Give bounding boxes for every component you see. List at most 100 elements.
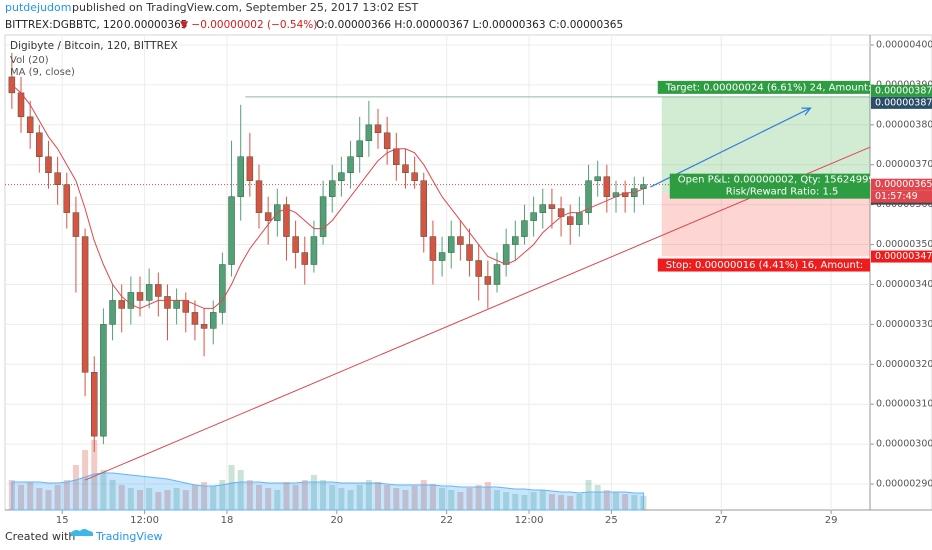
volume-bar: [539, 490, 546, 510]
candle-body: [530, 212, 537, 221]
volume-bar: [548, 494, 555, 510]
candle-body: [585, 180, 592, 213]
price-badge: [871, 84, 932, 97]
volume-bar: [393, 488, 400, 510]
volume-bar: [558, 495, 565, 510]
volume-bar: [338, 488, 345, 510]
candle-body: [365, 124, 373, 142]
candle-body: [136, 292, 144, 301]
volume-bar: [265, 488, 272, 510]
arrow-head: [801, 107, 812, 116]
candle-body: [109, 300, 116, 325]
x-tick-label: 12:00: [130, 515, 159, 526]
volume-bar: [54, 485, 61, 510]
candle-body: [54, 172, 61, 185]
volume-bar: [512, 494, 519, 510]
volume-bar: [420, 480, 427, 510]
ohlc: O:0.00000366 H:0.00000367 L:0.00000363 C…: [316, 19, 623, 31]
plot: 0.00000290 0.00000300 0.00000310 0.00000320…: [5, 35, 932, 526]
candle-body: [383, 132, 391, 150]
volume-bar: [155, 492, 162, 510]
volume-bar: [274, 490, 281, 510]
legend-volume: Vol (20): [10, 55, 49, 66]
candle-body: [100, 324, 107, 437]
candle-body: [191, 312, 199, 325]
y-tick-label: 0.00000350: [876, 239, 932, 250]
candle-body: [45, 156, 52, 173]
candle-body: [438, 252, 446, 261]
candle-body: [237, 156, 244, 197]
candle-body: [26, 116, 34, 134]
volume-bar: [109, 480, 116, 510]
candle-body: [264, 212, 272, 221]
y-tick-label: 0.00000340: [876, 279, 932, 290]
price-badge-label: 0.00000347: [875, 251, 932, 262]
countdown-badge: [871, 190, 932, 203]
chart-title: Digibyte / Bitcoin, 120, BITTREX: [10, 40, 178, 52]
x-tick-label: 27: [715, 515, 728, 526]
candle-body: [145, 284, 153, 301]
candle-body: [63, 184, 71, 213]
candle-body: [521, 220, 528, 237]
y-tick-label: 0.00000300: [876, 439, 932, 450]
ratio-label: Risk/Reward Ratio: 1.5: [726, 187, 839, 198]
volume-bar: [384, 485, 391, 510]
y-tick-label: 0.00000400: [876, 39, 932, 50]
candle-body: [283, 204, 290, 237]
candle-body: [292, 236, 299, 253]
volume-bar: [283, 482, 290, 510]
volume-bar: [320, 480, 327, 510]
volume-bar: [622, 494, 629, 510]
volume-bar: [237, 470, 244, 510]
candle-body: [457, 236, 464, 245]
candle-body: [127, 292, 135, 309]
candle-body: [484, 276, 492, 285]
volume-bar: [612, 492, 619, 510]
volume-bar: [631, 495, 638, 510]
volume-bar: [173, 488, 180, 510]
candle-body: [603, 176, 611, 197]
stop-zone: [661, 192, 870, 257]
candle-body: [493, 264, 501, 285]
target-box: [657, 80, 870, 94]
candle-body: [255, 180, 263, 213]
candle-body: [466, 244, 473, 261]
volume-bar: [503, 492, 510, 510]
volume-bar: [256, 485, 263, 510]
volume-bar: [375, 482, 382, 510]
volume-bar: [72, 465, 79, 510]
candle-body: [228, 196, 235, 265]
last: 0.00000365: [124, 19, 187, 31]
price-badge: [871, 178, 932, 191]
volume-bar: [137, 490, 144, 510]
volume-bar: [594, 485, 601, 510]
volume-bar: [100, 470, 107, 510]
pnl-label: Open P&L: 0.00000002, Qty: 15624999: [678, 175, 875, 186]
candle-body: [594, 176, 601, 181]
candle-body: [576, 212, 583, 225]
candle-body: [81, 236, 89, 373]
target-label: Target: 0.00000024 (6.61%) 24, Amount:: [665, 82, 872, 93]
countdown: 01:57:49: [875, 191, 918, 202]
candle-body: [209, 312, 217, 329]
volume-bar: [329, 485, 336, 510]
volume-bar: [576, 494, 583, 510]
candle-body: [319, 196, 327, 237]
volume-bar: [429, 484, 436, 510]
volume-bar: [27, 482, 34, 510]
y-tick-label: 0.00000330: [876, 319, 932, 330]
ma-line: [11, 84, 644, 309]
volume-bar: [246, 480, 253, 510]
volume-bar: [127, 488, 134, 510]
candle-body: [338, 172, 345, 181]
price-badge-label: 0.00000387: [875, 85, 932, 96]
author: putdejudom: [5, 1, 71, 14]
volume-bar: [164, 490, 171, 510]
y-tick-label: 0.00000370: [876, 159, 932, 170]
volume-bar: [63, 480, 70, 510]
candle-body: [447, 236, 455, 253]
candle-body: [356, 140, 363, 157]
volume-bar: [310, 475, 317, 510]
price-badge: [871, 96, 932, 109]
candle-body: [246, 156, 254, 181]
